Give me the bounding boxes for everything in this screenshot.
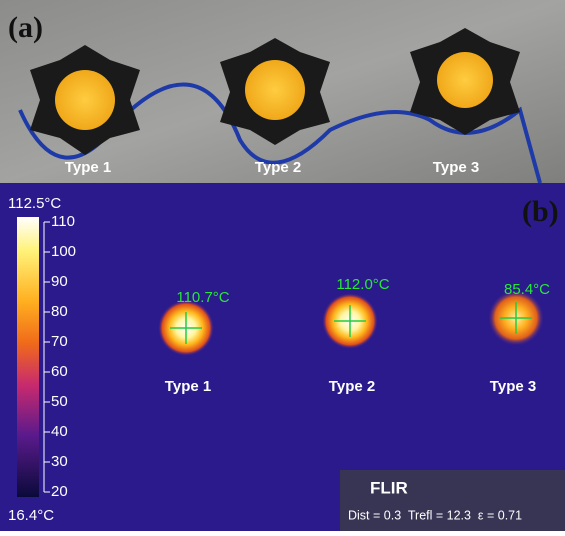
panel-label: (b)	[522, 195, 559, 228]
panel-label: (a)	[8, 11, 43, 44]
colorbar-tick-label: 90	[51, 273, 68, 290]
colorbar	[17, 217, 39, 497]
colorbar-tick-label: 50	[51, 393, 68, 410]
spot-temp: 110.7°C	[176, 289, 229, 306]
colorbar-tick-label: 30	[51, 453, 68, 470]
colorbar-tick-label: 40	[51, 423, 68, 440]
spot-temp: 85.4°C	[504, 281, 550, 298]
colorbar-min: 16.4°C	[8, 507, 54, 524]
colorbar-max: 112.5°C	[8, 195, 61, 212]
colorbar-tick-label: 60	[51, 363, 68, 380]
flir-info: Dist = 0.3 Trefl = 12.3 ε = 0.71	[348, 508, 522, 522]
figure: (a) Type 1 Type 2 Type 3 (b) 112.5°C 16.…	[0, 0, 565, 531]
spot-temp: 112.0°C	[336, 276, 389, 293]
colorbar-tick-label: 110	[51, 213, 75, 230]
colorbar-tick-label: 70	[51, 333, 68, 350]
type-label: Type 3	[490, 378, 536, 395]
colorbar-tick-label: 80	[51, 303, 68, 320]
colorbar-tick-label: 100	[51, 243, 76, 260]
flir-logo: FLIR	[370, 478, 408, 497]
type-label: Type 3	[433, 159, 479, 176]
type-label: Type 1	[165, 378, 211, 395]
type-label: Type 2	[255, 159, 301, 176]
colorbar-tick-label: 20	[51, 483, 68, 500]
type-label: Type 1	[65, 159, 111, 176]
type-label: Type 2	[329, 378, 375, 395]
